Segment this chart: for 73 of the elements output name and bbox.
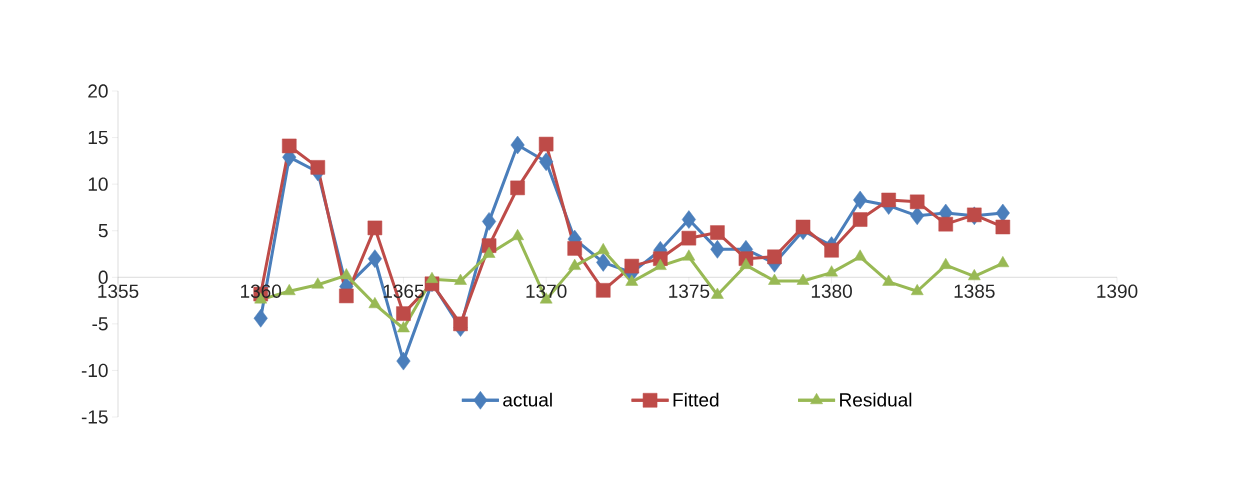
point xyxy=(510,135,525,155)
point xyxy=(282,138,297,154)
point xyxy=(397,321,410,333)
point xyxy=(995,219,1011,235)
point xyxy=(824,243,839,258)
y-tick-label: -10 xyxy=(81,363,108,378)
point xyxy=(881,192,896,208)
point xyxy=(253,309,268,328)
point xyxy=(482,212,497,231)
point xyxy=(568,258,581,270)
point xyxy=(510,180,525,196)
point xyxy=(711,287,724,299)
point xyxy=(910,284,924,296)
point xyxy=(710,240,725,259)
point xyxy=(852,212,868,227)
point xyxy=(396,306,411,321)
point xyxy=(625,274,639,286)
point xyxy=(367,249,382,268)
point xyxy=(538,136,554,152)
point xyxy=(624,258,640,274)
point xyxy=(340,268,353,280)
point xyxy=(454,273,467,285)
point xyxy=(567,241,582,256)
point xyxy=(882,274,895,286)
point xyxy=(596,253,611,272)
point xyxy=(739,257,753,269)
point xyxy=(425,271,439,283)
point xyxy=(311,277,325,289)
point xyxy=(767,249,782,265)
point xyxy=(710,225,725,240)
point xyxy=(681,230,697,246)
point xyxy=(682,249,696,261)
point xyxy=(768,273,781,285)
y-tick-label: -15 xyxy=(81,410,108,424)
point xyxy=(939,257,953,269)
legend-label: Residual xyxy=(840,392,912,407)
point xyxy=(595,283,611,298)
point xyxy=(282,284,296,296)
point xyxy=(996,256,1010,268)
point xyxy=(681,210,696,229)
y-tick-label: 10 xyxy=(88,177,108,191)
point xyxy=(910,206,925,226)
point xyxy=(938,216,953,232)
x-tick-label: 1390 xyxy=(1097,284,1138,298)
point xyxy=(654,258,667,270)
point xyxy=(825,265,838,277)
point xyxy=(368,297,382,309)
x-tick-label: 1380 xyxy=(811,284,852,298)
x-tick-label: 1385 xyxy=(954,284,995,298)
point xyxy=(539,152,554,172)
point xyxy=(795,219,811,235)
y-tick-label: 5 xyxy=(98,224,108,238)
x-tick-label: 1375 xyxy=(669,284,710,298)
y-tick-label: 0 xyxy=(98,270,108,285)
point xyxy=(909,194,925,210)
y-tick-label: -5 xyxy=(92,317,108,331)
point xyxy=(310,160,326,175)
point xyxy=(396,351,411,371)
legend-label: Fitted xyxy=(673,392,719,407)
point xyxy=(339,288,354,304)
legend-label: actual xyxy=(503,392,552,407)
point xyxy=(367,220,383,236)
point xyxy=(853,190,868,210)
point xyxy=(453,316,468,332)
point xyxy=(511,229,524,241)
y-tick-label: 15 xyxy=(88,130,108,145)
point xyxy=(967,269,981,281)
y-tick-label: 20 xyxy=(88,84,108,98)
point xyxy=(482,246,496,258)
point xyxy=(596,243,610,255)
x-tick-label: 1355 xyxy=(98,284,139,298)
point xyxy=(796,273,810,285)
point xyxy=(853,249,867,261)
